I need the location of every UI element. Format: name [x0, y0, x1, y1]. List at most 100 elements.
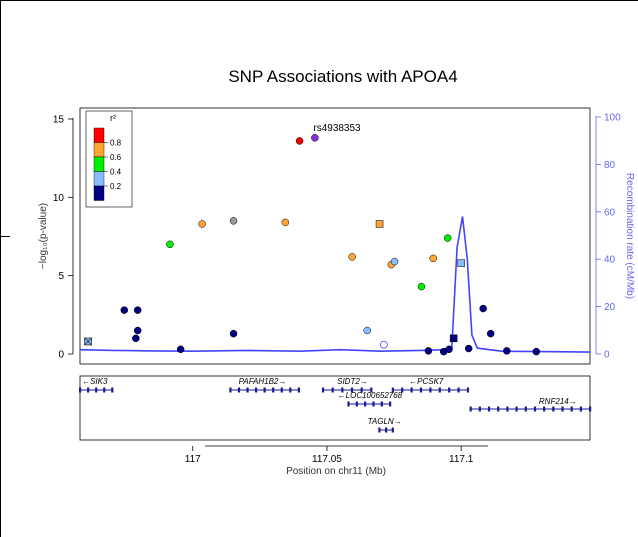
snp-point: [198, 220, 206, 228]
frame-left-border: [0, 0, 1, 537]
snp-point: [429, 254, 437, 263]
gene-label: PAFAH1B2→: [239, 377, 287, 386]
gene-exon: [533, 406, 537, 412]
gene-exon: [478, 406, 481, 412]
gene-exon: [487, 406, 491, 412]
gene-exon: [389, 401, 392, 407]
gene-exon: [419, 387, 423, 393]
snp-point: [120, 306, 129, 314]
gene-exon: [254, 387, 258, 393]
legend-color-block: [93, 171, 105, 187]
gene-label: ←LOC100652768: [338, 391, 403, 400]
gene-exon: [469, 406, 472, 412]
right-tick-label: 20: [604, 302, 616, 313]
gene-exon: [543, 406, 546, 412]
gene-exon: [385, 427, 388, 433]
gene-exon: [280, 387, 283, 393]
snp-point: [132, 334, 140, 343]
snp-point: [133, 326, 142, 335]
gene-exon: [497, 406, 500, 412]
snp-point: [464, 344, 473, 353]
snp-point: [532, 347, 541, 356]
legend-label: 0.6: [110, 153, 122, 162]
snp-point: [363, 326, 371, 335]
snp-point: [449, 334, 458, 343]
snp-point: [133, 306, 142, 314]
snp-point: [479, 304, 487, 313]
gene-exon: [552, 406, 555, 412]
r2-legend: r² 0.8 0.6 0.4 0.2: [85, 110, 133, 208]
gene-label: RNF214→: [539, 397, 577, 406]
legend-color-block: [93, 142, 105, 158]
gene-exon: [79, 387, 82, 393]
gene-exon: [289, 387, 292, 393]
snp-point: [417, 282, 426, 291]
plot-area: [79, 107, 591, 365]
gene-exon: [372, 401, 375, 407]
gene-exon: [448, 387, 451, 393]
snp-point: [457, 259, 465, 267]
gene-exon: [401, 387, 404, 393]
gene-exon: [391, 387, 394, 393]
left-tick-label: 15: [53, 115, 65, 126]
gene-panel: [79, 375, 591, 441]
gene-exon: [364, 401, 367, 407]
gene-exon: [87, 387, 90, 393]
gene-exon: [378, 427, 381, 433]
gene-label: ←PCSK7: [409, 377, 444, 386]
gene-exon: [246, 387, 249, 393]
recombination-rate-line: [79, 216, 591, 353]
snp-point: [281, 218, 290, 227]
left-axis-label: −log₁₀(p-value): [38, 203, 49, 269]
right-axis-ticks: 0 20 40 60 80 100: [596, 113, 621, 361]
gene-exon: [466, 387, 470, 393]
snp-point: [503, 347, 511, 355]
gene-exon: [95, 387, 98, 393]
gene-exon: [579, 406, 583, 412]
right-tick-label: 0: [604, 350, 610, 361]
gene-exon: [429, 387, 432, 393]
legend-color-block: [93, 156, 105, 172]
gene-exon: [589, 406, 592, 412]
gene-exon: [561, 406, 564, 412]
chart-title: SNP Associations with APOA4: [228, 67, 457, 86]
gene-exon: [438, 387, 441, 393]
snp-point-cross: [84, 337, 92, 346]
right-axis-label: Recombination rate (cM/Mb): [624, 173, 635, 299]
gene-exon: [272, 387, 275, 393]
x-tick-label: 117: [185, 454, 201, 465]
gene-exon: [263, 387, 266, 393]
snp-point: [176, 345, 185, 354]
snp-point: [229, 329, 238, 338]
x-tick-label: 117.1: [449, 454, 474, 465]
legend-color-block: [93, 127, 105, 143]
snp-point: [424, 347, 433, 355]
gene-exon: [103, 387, 106, 393]
gene-exon: [370, 387, 373, 393]
gene-exon: [111, 387, 114, 393]
legend-label: 0.8: [110, 139, 122, 148]
snp-point: [166, 240, 174, 249]
gene-exon: [350, 387, 354, 393]
legend-box: [85, 110, 133, 208]
snp-point: [84, 337, 92, 346]
snp-point: [311, 134, 319, 142]
right-tick-label: 40: [604, 255, 616, 266]
gene-exon: [331, 387, 334, 393]
gene-exon: [380, 401, 383, 407]
gene-exon: [391, 427, 394, 433]
gene-exon: [341, 387, 344, 393]
legend-color-block: [93, 185, 105, 201]
snp-points: [84, 134, 541, 356]
gene-exon: [506, 406, 509, 412]
gene-tracks: ←SIK3 PAFAH1B2→ SIDT2→ ←PCSK7 ←LOC100652768 R…: [79, 377, 592, 433]
right-tick-label: 80: [604, 160, 616, 171]
gene-exon: [321, 387, 325, 393]
snp-point: [375, 220, 384, 228]
gene-exon: [297, 387, 300, 393]
gene-exon: [237, 387, 241, 393]
gene-exon: [570, 406, 573, 412]
legend-label: 0.2: [110, 182, 122, 191]
right-tick-label: 60: [604, 207, 616, 218]
snp-point: [443, 234, 452, 242]
